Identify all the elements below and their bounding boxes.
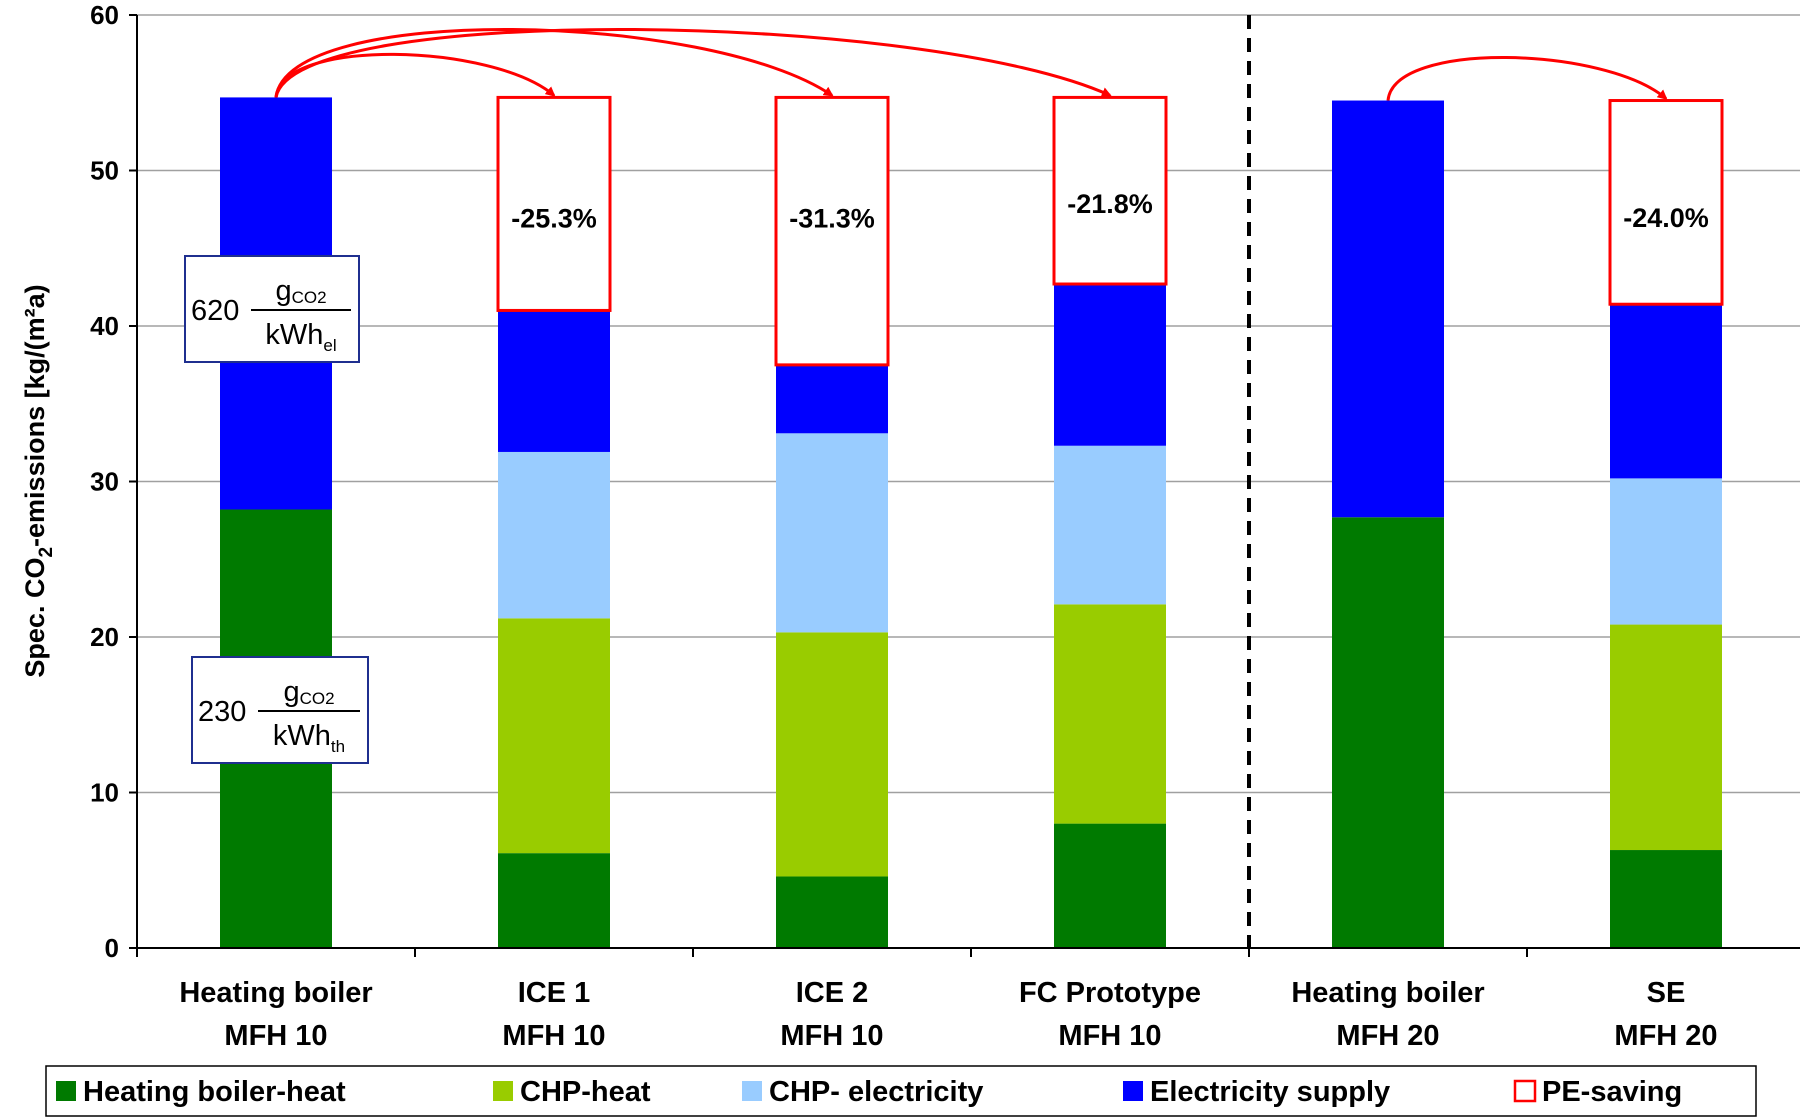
legend-swatch	[493, 1081, 513, 1101]
category-label-line2: MFH 10	[502, 1020, 605, 1052]
y-tick-label: 30	[90, 467, 119, 497]
pe-saving-boxes: -25.3% -31.3% -21.8% -24.0%	[496, 95, 1724, 367]
factor-denominator: kWhth	[273, 720, 345, 756]
category-label-line2: MFH 20	[1614, 1020, 1717, 1052]
bar-segment-heating-boiler-heat	[1332, 517, 1444, 948]
category-label-line1: ICE 1	[518, 977, 591, 1009]
legend-swatch	[742, 1081, 762, 1101]
emission-factor-box: 620 gCO2 kWhel	[184, 255, 360, 363]
denominator-subscript: th	[331, 737, 345, 756]
bar-segment-chp-electricity	[498, 451, 610, 619]
y-axis-label-group: Spec. CO2-emissions [kg/(m²a)	[20, 284, 57, 677]
pe-saving-label: -25.3%	[511, 203, 597, 233]
pe-saving-box	[1052, 95, 1168, 286]
y-tick-labels: 0 10 20 30 40 50 60	[90, 0, 119, 963]
bar-segment-electricity-supply	[498, 310, 610, 452]
saving-arrow	[274, 27, 834, 98]
bar-segment-electricity-supply	[776, 364, 888, 434]
pe-saving-label: -21.8%	[1067, 189, 1153, 219]
denominator-unit: kWh	[265, 319, 323, 351]
y-tick-label: 60	[90, 0, 119, 30]
legend-swatch	[1123, 1081, 1143, 1101]
category-label-line1: Heating boiler	[1291, 977, 1484, 1009]
denominator-unit: kWh	[273, 720, 331, 752]
y-tick-label: 10	[90, 778, 119, 808]
legend: Heating boiler-heat CHP-heat CHP- electric…	[45, 1065, 1757, 1117]
category-label-line1: SE	[1647, 977, 1686, 1009]
saving-arrow	[1386, 56, 1668, 101]
category-labels: Heating boiler MFH 10 ICE 1 MFH 10 ICE 2 MFH …	[179, 977, 1717, 1052]
bar-segment-chp-electricity	[776, 433, 888, 633]
factor-denominator: kWhel	[265, 319, 336, 355]
category-label-line2: MFH 20	[1336, 1020, 1439, 1052]
bar-segment-chp-heat	[776, 632, 888, 877]
bars	[220, 97, 1722, 948]
y-tick-label: 50	[90, 156, 119, 186]
bar-segment-electricity-supply	[1332, 100, 1444, 518]
y-tick-label: 20	[90, 622, 119, 652]
category-label-line1: Heating boiler	[179, 977, 372, 1009]
axes	[129, 14, 1800, 957]
pe-saving-box	[496, 95, 612, 312]
factor-numerator: gCO2	[283, 676, 334, 708]
category-label-line1: ICE 2	[796, 977, 869, 1009]
bar-segment-chp-heat	[498, 618, 610, 854]
bar-segment-electricity-supply	[1054, 284, 1166, 446]
pe-saving-box	[774, 95, 890, 367]
legend-label: PE-saving	[1542, 1076, 1682, 1108]
emission-factor-box: 230 gCO2 kWhth	[191, 656, 369, 764]
y-tick-label: 40	[90, 311, 119, 341]
numerator-subscript: CO2	[292, 288, 327, 307]
bar-segment-heating-boiler-heat	[498, 853, 610, 948]
y-axis-label-part: -emissions [kg/(m²a)	[20, 284, 50, 547]
pe-saving-label: -24.0%	[1623, 203, 1709, 233]
legend-swatch	[1513, 1079, 1537, 1103]
y-axis-label-subscript: 2	[36, 547, 57, 558]
bar-segment-chp-heat	[1054, 604, 1166, 824]
y-axis-label-part: Spec. CO	[20, 558, 50, 678]
legend-frame	[45, 1065, 1757, 1117]
bar-segment-heating-boiler-heat	[1054, 823, 1166, 948]
bar-segment-chp-heat	[1610, 624, 1722, 851]
category-label-line2: MFH 10	[780, 1020, 883, 1052]
legend-label: CHP- electricity	[769, 1076, 983, 1108]
factor-numerator: gCO2	[275, 275, 326, 307]
category-label-line2: MFH 10	[1058, 1020, 1161, 1052]
factor-value: 620	[191, 295, 239, 327]
bar-segment-electricity-supply	[1610, 304, 1722, 479]
bar-segment-heating-boiler-heat	[1610, 850, 1722, 948]
saving-arrow	[274, 52, 556, 98]
legend-swatch	[56, 1081, 76, 1101]
legend-label: Electricity supply	[1150, 1076, 1390, 1108]
category-label-line1: FC Prototype	[1019, 977, 1201, 1009]
bar-segment-chp-electricity	[1054, 445, 1166, 605]
numerator-unit: g	[275, 275, 291, 307]
pe-saving-label: -31.3%	[789, 203, 875, 233]
numerator-unit: g	[283, 676, 299, 708]
gridlines	[137, 14, 1800, 794]
bar-segment-heating-boiler-heat	[776, 876, 888, 948]
y-tick-label: 0	[105, 933, 119, 963]
bar-segment-chp-electricity	[1610, 478, 1722, 625]
numerator-subscript: CO2	[300, 689, 335, 708]
y-axis-label: Spec. CO2-emissions [kg/(m²a)	[20, 284, 57, 677]
denominator-subscript: el	[323, 336, 336, 355]
pe-saving-box	[1608, 99, 1724, 306]
legend-label: Heating boiler-heat	[83, 1076, 346, 1108]
category-label-line2: MFH 10	[224, 1020, 327, 1052]
factor-value: 230	[198, 696, 246, 728]
saving-arrows	[274, 27, 1668, 101]
legend-label: CHP-heat	[520, 1076, 651, 1108]
saving-arrow	[274, 27, 1112, 98]
